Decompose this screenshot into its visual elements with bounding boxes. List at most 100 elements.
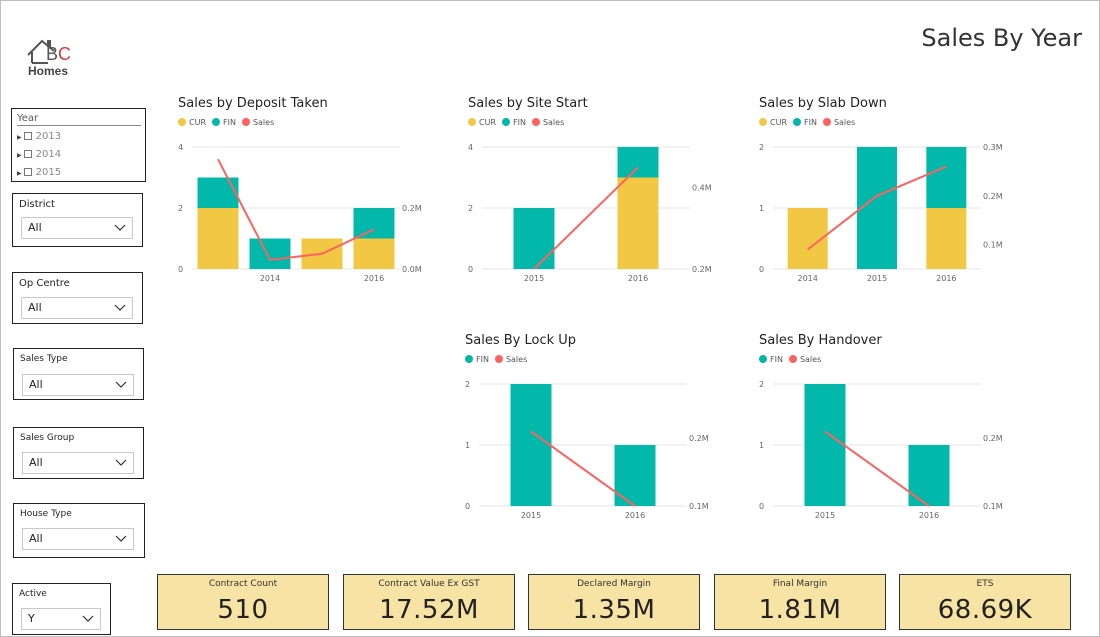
legend-item-fin[interactable]: FIN [465,355,489,364]
kpi-card-final-margin[interactable]: Final Margin 1.81M [714,574,886,630]
chevron-down-icon[interactable] [115,375,127,402]
district-dropdown-value: All [28,221,42,234]
bar-fin [857,147,897,269]
kpi-value: 510 [217,595,269,625]
sales-group-dropdown[interactable]: All [22,452,134,474]
bar-fin [249,238,291,269]
chevron-down-icon[interactable] [115,529,127,556]
legend-label: Sales [542,118,565,127]
checkbox-icon[interactable] [23,168,32,176]
year-item-2014[interactable]: ▶ 2014 [17,149,61,160]
sales-type-slicer: Sales Type All [13,348,144,400]
op-centre-dropdown-value: All [28,301,42,314]
y-tick-label: 2 [468,204,473,213]
chart-plot: 0 1 2 0.1M 0.2M 0.3M 2014 2015 2016 [759,143,1003,283]
legend-label: Sales [799,355,822,364]
checkbox-icon[interactable] [23,150,32,158]
x-tick-label: 2015 [524,274,544,283]
legend-item-sales[interactable]: Sales [531,118,565,127]
legend-item-fin[interactable]: FIN [212,118,236,127]
op-centre-slicer: Op Centre All [12,272,143,324]
chart-plot: 0 2 4 0.2M 0.4M 2015 2016 [468,143,712,283]
sales-group-slicer: Sales Group All [13,427,144,479]
legend-item-fin[interactable]: FIN [793,118,817,127]
legend-item-cur[interactable]: CUR [468,118,496,127]
y-tick-label: 0 [178,265,183,274]
chart-sales-by-slab-down[interactable]: Sales by Slab Down CUR FIN Sales 0 1 2 0.1M 0.… [759,96,1003,296]
legend-label: CUR [770,118,787,127]
expand-arrow-icon[interactable]: ▶ [17,170,22,177]
legend-dot-icon [468,118,476,126]
y2-tick-label: 0.2M [692,265,712,274]
x-tick-label: 2015 [815,511,835,520]
legend-item-fin[interactable]: FIN [502,118,526,127]
chart-legend: FIN Sales [465,355,533,364]
chart-sales-by-site-start[interactable]: Sales by Site Start CUR FIN Sales 0 2 4 0.2M 0… [468,96,712,296]
kpi-label: Contract Value Ex GST [378,579,480,589]
page-title: Sales By Year [921,24,1082,52]
kpi-card-contract-count[interactable]: Contract Count 510 [157,574,329,630]
kpi-label: Final Margin [772,579,828,589]
bar-fin [617,147,659,178]
x-tick-label: 2014 [260,274,280,283]
y-tick-label: 2 [759,143,764,152]
kpi-value: 1.35M [572,595,656,625]
legend-dot-icon [502,118,510,126]
sales-type-dropdown[interactable]: All [22,374,134,396]
y2-tick-label: 0.4M [692,184,712,193]
chart-sales-by-handover[interactable]: Sales By Handover FIN Sales 0 1 2 0.1M 0.2M 20… [759,333,1003,533]
house-type-dropdown-value: All [29,532,43,545]
y-tick-label: 0 [468,265,473,274]
sales-group-dropdown-value: All [29,456,43,469]
house-type-dropdown[interactable]: All [22,528,134,550]
op-centre-dropdown[interactable]: All [21,297,133,319]
chart-legend: CUR FIN Sales [178,118,280,127]
x-tick-label: 2016 [625,511,645,520]
legend-dot-icon [759,355,767,363]
kpi-card-contract-value[interactable]: Contract Value Ex GST 17.52M [343,574,515,630]
expand-arrow-icon[interactable]: ▶ [17,152,22,159]
x-tick-label: 2015 [867,274,887,283]
bar-fin [926,147,967,208]
active-dropdown[interactable]: Y [21,608,101,630]
x-tick-label: 2016 [936,274,956,283]
chart-sales-by-lock-up[interactable]: Sales By Lock Up FIN Sales 0 1 2 0.1M 0.2M 201… [465,333,709,533]
chevron-down-icon[interactable] [82,609,94,636]
checkbox-icon[interactable] [23,132,32,140]
legend-label: CUR [189,118,206,127]
y-tick-label: 1 [465,441,470,450]
year-item-2015[interactable]: ▶ 2015 [17,167,61,178]
legend-item-sales[interactable]: Sales [822,118,855,127]
legend-item-sales[interactable]: Sales [241,118,274,127]
legend-label: FIN [513,118,526,127]
legend-label: FIN [804,118,817,127]
chart-sales-by-deposit-taken[interactable]: Sales by Deposit Taken CUR FIN Sales 0 2 4 0.… [178,96,422,296]
legend-item-cur[interactable]: CUR [759,118,787,127]
y2-tick-label: 0.3M [983,143,1003,152]
legend-dot-icon [531,118,540,126]
chevron-down-icon[interactable] [114,298,126,325]
kpi-card-declared-margin[interactable]: Declared Margin 1.35M [528,574,700,630]
chart-legend: CUR FIN Sales [759,118,861,127]
chart-legend: CUR FIN Sales [468,118,570,127]
chevron-down-icon[interactable] [115,453,127,480]
logo-b: B [46,44,59,64]
legend-item-sales[interactable]: Sales [788,355,822,364]
y2-tick-label: 0.2M [689,434,709,443]
y-tick-label: 2 [465,380,470,389]
legend-label: FIN [223,118,236,127]
year-item-2013[interactable]: ▶ 2013 [17,131,61,142]
legend-item-fin[interactable]: FIN [759,355,783,364]
year-slicer[interactable]: Year ▶ 2013 ▶ 2014 ▶ 2015 [11,108,146,182]
chart-title: Sales By Handover [759,333,882,348]
expand-arrow-icon[interactable]: ▶ [17,134,22,141]
bar-cur [617,177,659,269]
legend-item-sales[interactable]: Sales [494,355,527,364]
legend-item-cur[interactable]: CUR [178,118,206,127]
kpi-card-ets[interactable]: ETS 68.69K [899,574,1071,630]
chevron-down-icon[interactable] [114,218,126,245]
legend-dot-icon [178,118,186,126]
kpi-label: Declared Margin [577,579,651,589]
chart-title: Sales by Slab Down [759,96,887,111]
district-dropdown[interactable]: All [21,217,133,239]
